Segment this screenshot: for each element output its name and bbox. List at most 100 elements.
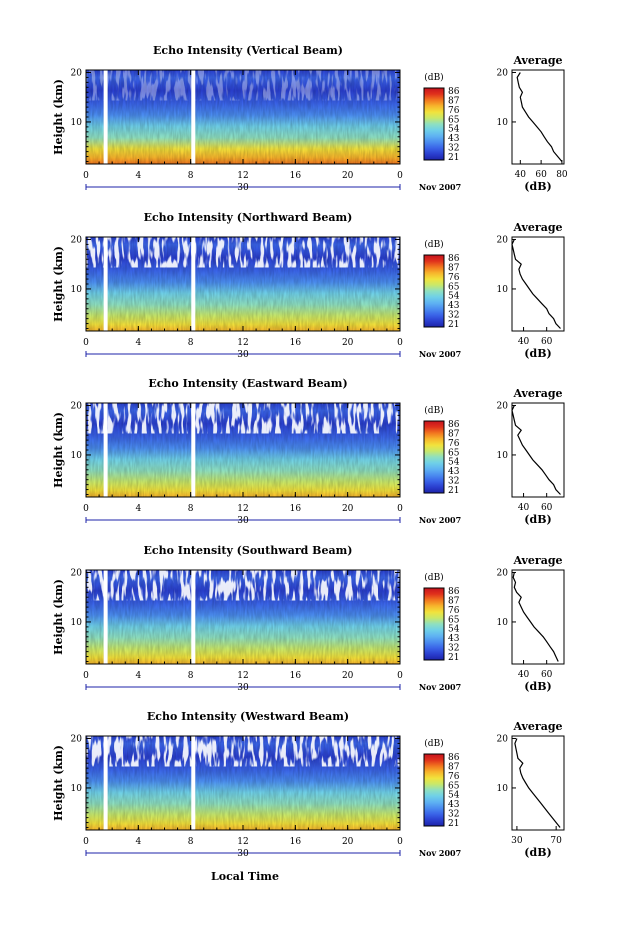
average-title: Average	[512, 387, 562, 400]
x-tick-label: 0	[397, 171, 403, 181]
average-y-tick-label: 20	[497, 734, 509, 744]
average-x-tick-label: 80	[556, 170, 568, 180]
average-x-tick-label: 40	[515, 170, 527, 180]
x-tick-label: 16	[290, 504, 302, 514]
average-y-tick-label: 10	[497, 451, 509, 461]
data-gap-column	[103, 570, 108, 664]
x-tick-label: 0	[397, 504, 403, 514]
colorbar	[423, 587, 445, 661]
average-y-tick-label: 10	[497, 784, 509, 794]
x-tick-label: 16	[290, 338, 302, 348]
x-tick-label: 0	[83, 671, 89, 681]
colorbar-tick-label: 43	[448, 634, 460, 644]
colorbar-tick-label: 54	[448, 625, 460, 635]
date-label: Nov 2007	[419, 182, 461, 192]
data-gap-column	[191, 403, 196, 497]
x-tick-label: 0	[83, 171, 89, 181]
average-profile-line	[512, 572, 559, 662]
panel-title: Echo Intensity (Eastward Beam)	[148, 377, 347, 390]
y-tick-label: 10	[71, 285, 83, 295]
average-xlabel: (dB)	[524, 680, 551, 693]
panel-title: Echo Intensity (Northward Beam)	[144, 211, 353, 224]
x-tick-label: 0	[397, 338, 403, 348]
average-y-tick-label: 10	[497, 618, 509, 628]
colorbar-tick-label: 65	[448, 781, 460, 791]
colorbar-tick-label: 21	[448, 819, 459, 829]
colorbar-tick-label: 21	[448, 153, 459, 163]
missing-data-top	[86, 70, 400, 101]
x-tick-label: 8	[188, 338, 194, 348]
x-tick-label: 8	[188, 671, 194, 681]
colorbar-tick-label: 32	[448, 810, 459, 820]
missing-data-top	[86, 403, 400, 434]
colorbar-tick-label: 65	[448, 282, 460, 292]
average-x-tick-label: 40	[518, 337, 530, 347]
x-tick-label: 4	[135, 837, 141, 847]
x-tick-label: 12	[237, 504, 248, 514]
average-xlabel: (dB)	[524, 347, 551, 360]
x-tick-label: 0	[397, 671, 403, 681]
colorbar-tick-label: 86	[448, 420, 460, 430]
average-x-tick-label: 60	[541, 337, 553, 347]
average-x-tick-label: 60	[535, 170, 547, 180]
local-time-axis-label: Local Time	[211, 870, 279, 883]
panel-title: Echo Intensity (Southward Beam)	[144, 544, 353, 557]
day-label: 30	[237, 516, 249, 526]
missing-data-top	[86, 736, 400, 767]
colorbar	[423, 254, 445, 328]
y-tick-label: 10	[71, 618, 83, 628]
panel-5: Echo Intensity (Westward Beam) Height (km…	[52, 710, 565, 859]
x-tick-label: 20	[342, 671, 354, 681]
average-profile-line	[516, 72, 563, 162]
x-tick-label: 0	[83, 504, 89, 514]
average-frame	[511, 69, 565, 165]
data-gap-column	[191, 736, 196, 830]
data-gap-column	[103, 70, 108, 164]
x-tick-label: 12	[237, 671, 248, 681]
colorbar-tick-label: 87	[448, 429, 460, 439]
colorbar-tick-label: 76	[448, 772, 460, 782]
average-y-tick-label: 20	[497, 68, 509, 78]
colorbar-tick-label: 76	[448, 439, 460, 449]
colorbar-tick-label: 43	[448, 134, 460, 144]
average-profile-line	[511, 239, 561, 329]
panel-4: Echo Intensity (Southward Beam) Height (k…	[52, 544, 565, 693]
date-label: Nov 2007	[419, 349, 461, 359]
x-tick-label: 20	[342, 338, 354, 348]
x-tick-label: 12	[237, 338, 248, 348]
y-axis-label: Height (km)	[52, 579, 65, 655]
average-y-tick-label: 20	[497, 568, 509, 578]
panel-title: Echo Intensity (Vertical Beam)	[153, 44, 343, 57]
average-xlabel: (dB)	[524, 846, 551, 859]
colorbar-tick-label: 54	[448, 292, 460, 302]
average-y-tick-label: 10	[497, 285, 509, 295]
average-x-tick-label: 70	[550, 836, 562, 846]
colorbar-unit: (dB)	[424, 572, 443, 583]
y-axis-label: Height (km)	[52, 745, 65, 821]
day-label: 30	[237, 350, 249, 360]
colorbar-unit: (dB)	[424, 72, 443, 83]
x-tick-label: 0	[83, 338, 89, 348]
colorbar	[423, 87, 445, 161]
x-tick-label: 12	[237, 171, 248, 181]
date-label: Nov 2007	[419, 515, 461, 525]
y-tick-label: 20	[71, 568, 83, 578]
x-tick-label: 4	[135, 504, 141, 514]
x-tick-label: 8	[188, 504, 194, 514]
colorbar-tick-label: 86	[448, 254, 460, 264]
colorbar-tick-label: 32	[448, 311, 459, 321]
colorbar-tick-label: 87	[448, 762, 460, 772]
colorbar-tick-label: 32	[448, 644, 459, 654]
missing-data-top	[86, 570, 400, 601]
average-x-tick-label: 40	[518, 503, 530, 513]
colorbar-tick-label: 21	[448, 653, 459, 663]
data-gap-column	[103, 403, 108, 497]
average-frame	[511, 569, 565, 665]
y-tick-label: 20	[71, 235, 83, 245]
average-x-tick-label: 40	[518, 670, 530, 680]
x-tick-label: 16	[290, 171, 302, 181]
x-tick-label: 4	[135, 671, 141, 681]
average-frame	[511, 402, 565, 498]
average-y-tick-label: 10	[497, 118, 509, 128]
